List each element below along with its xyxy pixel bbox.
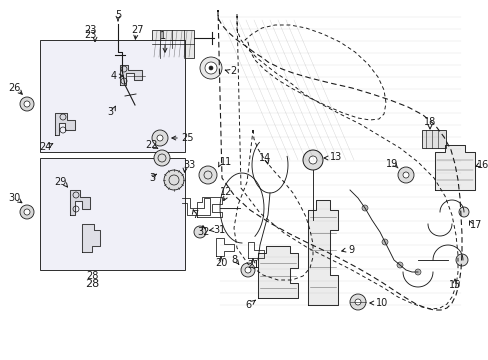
Text: 7: 7: [191, 210, 198, 220]
Text: 33: 33: [183, 160, 195, 170]
Text: 19: 19: [385, 159, 397, 169]
Polygon shape: [120, 65, 142, 85]
Circle shape: [114, 94, 121, 102]
Polygon shape: [307, 200, 337, 305]
Polygon shape: [55, 113, 75, 135]
Circle shape: [349, 294, 365, 310]
Text: 28: 28: [85, 279, 99, 289]
Text: 28: 28: [85, 271, 98, 281]
Circle shape: [155, 162, 164, 172]
Text: 13: 13: [329, 152, 342, 162]
Text: 11: 11: [220, 157, 232, 167]
Bar: [421, 130, 445, 148]
Bar: [40, 40, 184, 152]
Circle shape: [20, 97, 34, 111]
Text: 29: 29: [54, 177, 66, 187]
Text: 30: 30: [8, 193, 20, 203]
Text: 23: 23: [83, 25, 96, 35]
Text: 6: 6: [244, 300, 250, 310]
Polygon shape: [82, 224, 100, 252]
Circle shape: [241, 263, 254, 277]
Circle shape: [111, 91, 125, 105]
Circle shape: [308, 156, 316, 164]
Circle shape: [354, 299, 360, 305]
Text: 2: 2: [229, 66, 236, 76]
Text: 14: 14: [258, 153, 270, 163]
Text: 1: 1: [160, 31, 166, 41]
Circle shape: [152, 130, 168, 146]
Circle shape: [244, 267, 250, 273]
Text: 9: 9: [347, 245, 353, 255]
Text: 22: 22: [145, 140, 158, 150]
Circle shape: [163, 170, 183, 190]
Text: 25: 25: [181, 133, 193, 143]
Circle shape: [397, 167, 413, 183]
Text: 4: 4: [111, 71, 117, 81]
Bar: [40, 158, 184, 270]
Polygon shape: [70, 190, 90, 215]
Text: 21: 21: [246, 260, 259, 270]
Circle shape: [455, 254, 467, 266]
Text: 24: 24: [39, 142, 51, 152]
Text: 16: 16: [476, 160, 488, 170]
Text: 27: 27: [131, 25, 144, 35]
Text: 20: 20: [214, 258, 227, 268]
Text: 15: 15: [448, 280, 460, 290]
Text: 26: 26: [8, 83, 20, 93]
Text: 3: 3: [107, 107, 113, 117]
Text: 10: 10: [375, 298, 387, 308]
Text: 31: 31: [213, 225, 225, 235]
Circle shape: [24, 209, 30, 215]
Circle shape: [200, 57, 222, 79]
Text: 18: 18: [423, 117, 435, 127]
Circle shape: [20, 205, 34, 219]
Circle shape: [24, 101, 30, 107]
Text: 32: 32: [196, 227, 209, 237]
Circle shape: [381, 239, 387, 245]
Circle shape: [204, 62, 217, 74]
Circle shape: [414, 269, 420, 275]
Circle shape: [303, 150, 323, 170]
Circle shape: [402, 172, 408, 178]
Text: 17: 17: [469, 220, 481, 230]
Circle shape: [194, 226, 205, 238]
Text: 5: 5: [115, 10, 121, 20]
Polygon shape: [434, 145, 474, 190]
Text: 8: 8: [230, 255, 237, 265]
Circle shape: [458, 207, 468, 217]
Text: 12: 12: [220, 187, 232, 197]
Circle shape: [127, 67, 145, 85]
Bar: [152, 30, 194, 58]
Circle shape: [396, 262, 402, 268]
Circle shape: [154, 150, 170, 166]
Text: 23: 23: [83, 30, 96, 40]
Text: 3: 3: [149, 173, 155, 183]
Circle shape: [361, 205, 367, 211]
Circle shape: [199, 166, 217, 184]
Polygon shape: [258, 246, 297, 298]
Circle shape: [208, 66, 213, 70]
Circle shape: [157, 135, 163, 141]
